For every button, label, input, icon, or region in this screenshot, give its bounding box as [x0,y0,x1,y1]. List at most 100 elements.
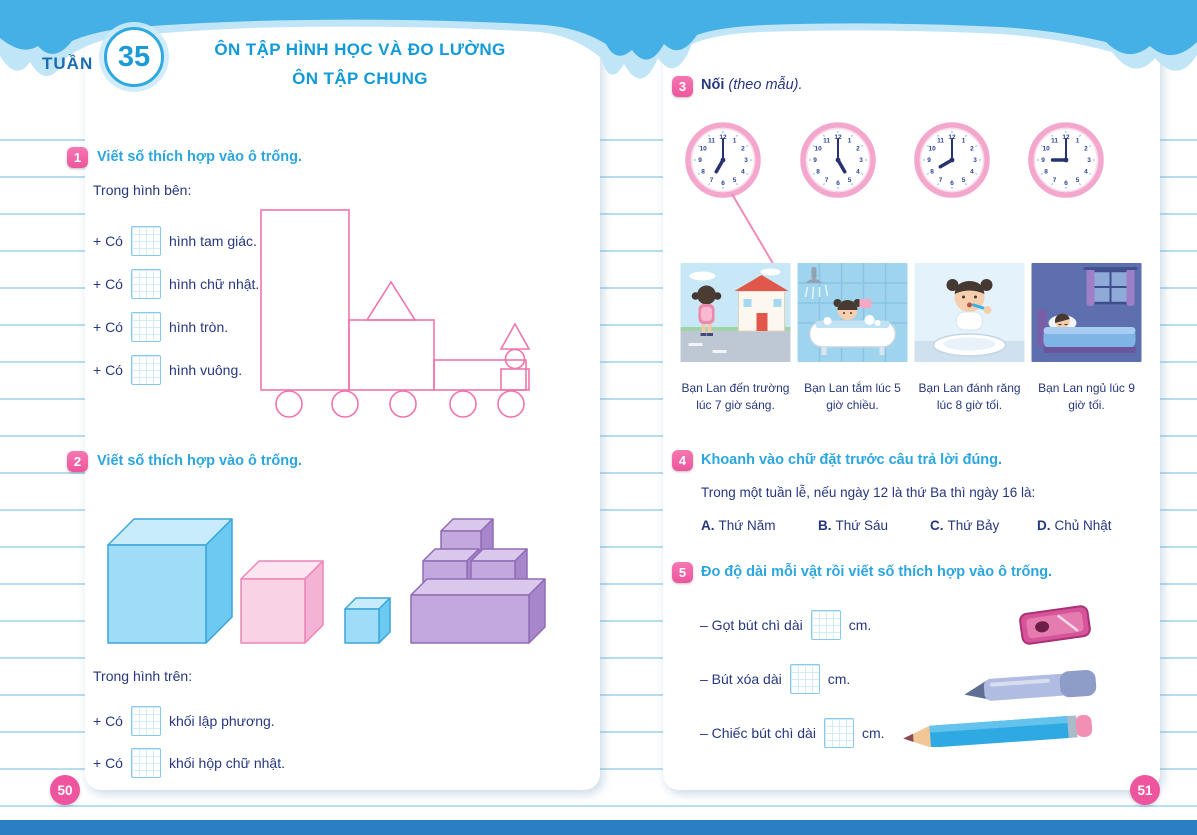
svg-text:2: 2 [856,146,860,153]
option-letter: C. [930,518,944,533]
svg-text:10: 10 [928,146,936,153]
svg-text:4: 4 [741,169,745,176]
svg-text:3: 3 [1087,157,1091,164]
exercise3-number-badge: 3 [672,76,693,97]
option-text: Thứ Bảy [947,518,1000,533]
exercise1-item: + Có hình vuông. [93,355,242,385]
exercise2-intro: Trong hình trên: [93,668,193,684]
svg-text:12: 12 [719,134,727,141]
exercise5-item: – Bút xóa dài cm. [700,664,850,694]
svg-text:10: 10 [699,146,707,153]
answer-box [130,706,161,736]
answer-box [810,610,841,640]
page-number-left: 50 [50,775,80,805]
svg-text:2: 2 [970,146,974,153]
svg-text:3: 3 [973,157,977,164]
page-title: ÔN TẬP HÌNH HỌC VÀ ĐO LƯỜNG ÔN TẬP CHUNG [195,36,525,94]
exercise3-title-note: (theo mẫu). [728,77,803,93]
exercise1-number-badge: 1 [67,147,88,168]
item-prefix: + Có [93,755,123,771]
svg-text:1: 1 [1076,137,1080,144]
cubes-figure [107,518,546,644]
sharpener-image [1019,605,1091,645]
option-b: B. Thứ Sáu [818,518,888,533]
picture-caption: Bạn Lan ngủ lúc 9 giờ tối. [1038,381,1135,412]
exercise1-item: + Có hình tròn. [93,312,228,342]
svg-text:4: 4 [1084,169,1088,176]
svg-text:9: 9 [813,157,817,164]
exercise5-number-badge: 5 [672,562,693,583]
item-prefix: + Có [93,233,123,249]
page-number-right: 51 [1130,775,1160,805]
picture-school [680,263,791,362]
item-suffix: hình tròn. [168,319,229,335]
svg-text:8: 8 [930,169,934,176]
clock-8-00: 1 2 3 4 5 6 7 8 9 10 11 12 [914,122,990,198]
pictures-row [680,263,1142,362]
option-text: Thứ Năm [718,518,776,533]
exercise4-title: Khoanh vào chữ đặt trước câu trả lời đún… [701,452,1003,468]
picture-caption: Bạn Lan đến trường lúc 7 giờ sáng. [681,381,790,412]
svg-text:3: 3 [859,157,863,164]
svg-text:5: 5 [848,177,852,184]
svg-text:12: 12 [948,134,956,141]
option-text: Thứ Sáu [835,518,889,533]
option-letter: B. [818,518,832,533]
answer-box [789,664,820,694]
svg-text:2: 2 [1084,146,1088,153]
svg-text:8: 8 [701,169,705,176]
exercise1-title: Viết số thích hợp vào ô trống. [97,149,302,165]
svg-text:5: 5 [1076,177,1080,184]
answer-box [130,269,161,299]
picture-caption: Bạn Lan tắm lúc 5 giờ chiều. [804,381,901,412]
item-prefix: – Gọt bút chì dài [700,617,803,633]
svg-text:12: 12 [834,134,842,141]
svg-text:11: 11 [708,137,715,144]
item-prefix: + Có [93,713,123,729]
exercise5-item: – Chiếc bút chì dài cm. [700,718,885,748]
exercise3-title: Nối (theo mẫu). [701,77,803,93]
clock-7-00: 1 2 3 4 5 6 7 8 9 10 11 12 [685,122,761,198]
exercise4-question: Trong một tuần lễ, nếu ngày 12 là thứ Ba… [701,485,1036,500]
answer-box [130,355,161,385]
picture-caption: Bạn Lan đánh răng lúc 8 giờ tối. [918,381,1021,412]
captions-row: Bạn Lan đến trường lúc 7 giờ sáng. Bạn L… [680,380,1142,414]
page-title-line1: ÔN TẬP HÌNH HỌC VÀ ĐO LƯỜNG [214,40,506,59]
week-number-badge: 35 [104,27,164,87]
exercise3-title-main: Nối [701,77,725,93]
picture-bath [797,263,908,362]
bottom-band-decoration [0,820,1197,835]
exercise5-item: – Gọt bút chì dài cm. [700,610,871,640]
answer-box [823,718,854,748]
item-suffix: cm. [861,725,885,741]
svg-text:7: 7 [1053,177,1057,184]
svg-text:10: 10 [1042,146,1050,153]
svg-text:6: 6 [721,180,725,187]
svg-text:10: 10 [814,146,822,153]
svg-text:8: 8 [816,169,820,176]
option-text: Chủ Nhật [1054,518,1112,533]
item-prefix: – Bút xóa dài [700,671,782,687]
svg-text:7: 7 [825,177,829,184]
item-suffix: hình chữ nhật. [168,276,260,292]
page-title-line2: ÔN TẬP CHUNG [292,68,428,88]
svg-text:6: 6 [950,180,954,187]
option-d: D. Chủ Nhật [1037,518,1112,533]
answer-box [130,226,161,256]
option-a: A. Thứ Năm [701,518,776,533]
option-c: C. Thứ Bảy [930,518,999,533]
svg-text:2: 2 [741,146,745,153]
pencil-image [903,715,1093,747]
exercise2-number-badge: 2 [67,451,88,472]
svg-text:1: 1 [733,137,737,144]
picture-sleep [1031,263,1142,362]
exercise2-title: Viết số thích hợp vào ô trống. [97,453,302,469]
clock-5-00: 1 2 3 4 5 6 7 8 9 10 11 12 [800,122,876,198]
svg-text:9: 9 [1041,157,1045,164]
answer-box [130,748,161,778]
svg-text:9: 9 [927,157,931,164]
svg-text:4: 4 [970,169,974,176]
svg-text:1: 1 [962,137,966,144]
option-letter: A. [701,518,715,533]
